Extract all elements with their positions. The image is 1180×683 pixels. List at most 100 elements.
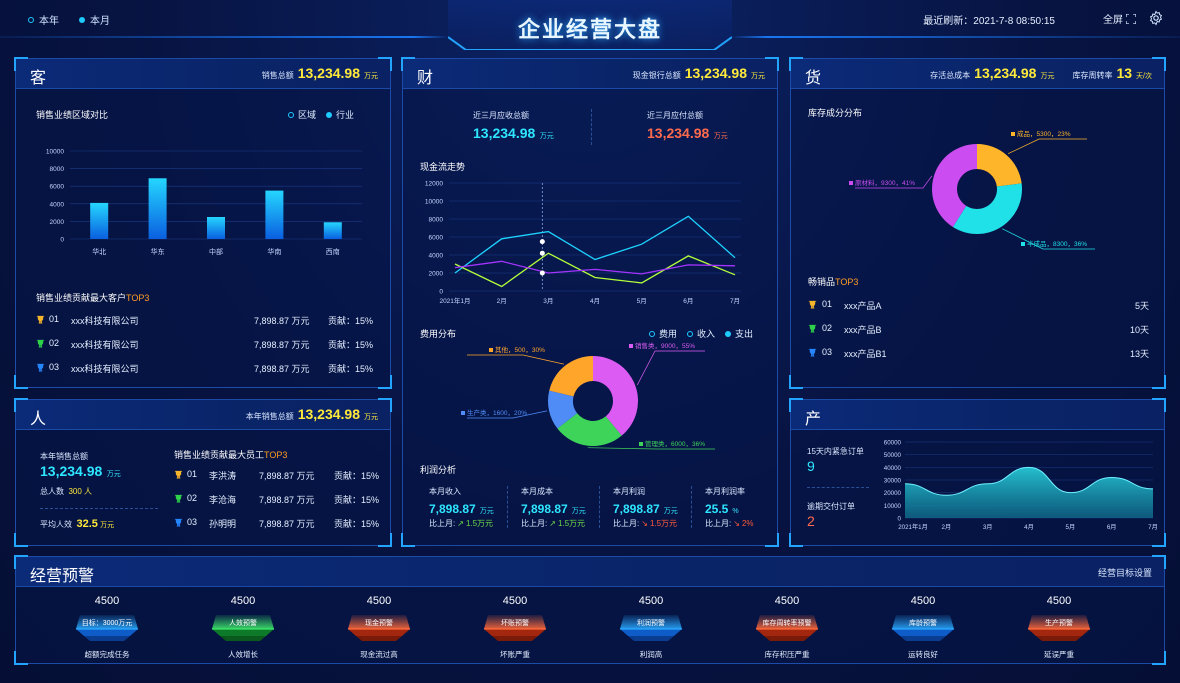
alert-card[interactable]: 4500 人效预警 人效增长 — [198, 595, 288, 660]
refresh-time: 最近刷新：2021-7-8 08:50:15 — [923, 16, 1055, 27]
stat-unit: % — [732, 508, 739, 515]
alert-card[interactable]: 4500 目标：3000万元 超额完成任务 — [62, 595, 152, 660]
legend-swatch — [461, 411, 465, 415]
x-tick-label: 4月 — [1024, 524, 1034, 531]
radio-selected-icon — [79, 16, 85, 23]
compare-delta: 1.5万元 — [557, 519, 586, 528]
legend-expense[interactable]: 费用 — [649, 327, 677, 340]
total-unit: 万元 — [364, 414, 378, 421]
goods-panel: 货 存活总成本 13,234.98 万元 库存周转率 13 天/次 库存成分分布 成品，… — [789, 57, 1166, 389]
cell-share: 贡献：15% — [334, 471, 380, 481]
cell-amount: 7,898.87 万元 — [259, 495, 315, 505]
pedestal-graphic — [76, 615, 138, 641]
legend-swatch — [1021, 242, 1025, 246]
legend-outgo[interactable]: 支出 — [725, 327, 753, 340]
tick-label: 2000 — [50, 219, 65, 226]
x-tick-label: 6月 — [1107, 524, 1117, 531]
x-tick-label: 2021年1月 — [439, 296, 470, 305]
production-panel: 产 15天内紧急订单 9 逾期交付订单 2 0 10000 20000 30000 40… — [789, 398, 1166, 547]
alert-card[interactable]: 4500 坏账预警 坏账严重 — [470, 595, 560, 660]
slice-label: 管理类，6000，36% — [645, 439, 705, 448]
alert-pedestal: 生产预警 — [1024, 609, 1094, 643]
stat-number: 7,898.87 — [521, 502, 568, 516]
category-label: 华南 — [267, 247, 281, 256]
tick-label: 12000 — [425, 181, 443, 188]
cell-rank: 03 — [187, 517, 198, 527]
x-tick-label: 2月 — [942, 524, 952, 531]
stat-compare: 比上月: ↘ 2% — [705, 518, 754, 529]
alert-pedestal: 人效预警 — [208, 609, 278, 643]
donut-slice — [977, 144, 1022, 187]
alert-pedestal: 库龄预警 — [888, 609, 958, 643]
alert-card[interactable]: 4500 库存周转率预警 库存积压严重 — [742, 595, 832, 660]
tick-label: 2000 — [429, 271, 444, 278]
profit-stat: 本月成本 7,898.87 万元 比上月: ↗ 1.5万元 — [507, 486, 603, 541]
stock-label: 存活总成本 — [930, 71, 971, 80]
alert-number: 4500 — [502, 595, 528, 607]
stat-label: 本月利润率 — [705, 487, 745, 496]
alert-card[interactable]: 4500 现金预警 现金流过高 — [334, 595, 424, 660]
fullscreen-button[interactable]: 全屏 — [1103, 11, 1136, 26]
sales-label: 本年销售总额 — [40, 452, 88, 461]
urgent-value: 9 — [807, 458, 815, 474]
overdue-value: 2 — [807, 513, 815, 529]
leader-line — [467, 354, 564, 365]
donut-slice — [548, 390, 578, 429]
total-label: 本年销售总额 — [245, 412, 294, 421]
series-line — [454, 215, 736, 274]
tab-this-month[interactable]: 本月 — [79, 12, 110, 27]
pedestal-graphic — [892, 615, 954, 641]
alert-card[interactable]: 4500 利润预警 利润高 — [606, 595, 696, 660]
x-tick-label: 7月 — [1148, 524, 1158, 531]
alert-number: 4500 — [910, 595, 936, 607]
compare-label: 比上月: — [429, 519, 456, 528]
panel-header: 财 现金银行总额 13,234.98 万元 — [403, 59, 777, 89]
list-item: 03 孙明明 7,898.87 万元 贡献：15% — [166, 517, 392, 531]
stat-unit: 万元 — [663, 508, 678, 515]
cell-share: 贡献：15% — [334, 519, 380, 529]
urgent-label: 15天内紧急订单 — [807, 447, 864, 456]
legend-region[interactable]: 区域 — [288, 108, 316, 121]
tick-label: 10000 — [46, 149, 64, 156]
stat-compare: 比上月: ↗ 1.5万元 — [429, 518, 493, 529]
trophy-icon — [36, 315, 45, 326]
stat-compare: 比上月: ↘ 1.5万元 — [613, 518, 677, 529]
range-tabs: 本年 本月 — [28, 12, 110, 27]
stat-number: 7,898.87 — [613, 502, 660, 516]
panel-header: 人 本年销售总额 13,234.98 万元 — [16, 400, 390, 430]
x-tick-label: 5月 — [1066, 524, 1076, 531]
category-label: 华北 — [92, 247, 106, 256]
alert-card[interactable]: 4500 生产预警 延误严重 — [1014, 595, 1104, 660]
legend-industry[interactable]: 行业 — [326, 108, 354, 121]
divider — [40, 508, 158, 509]
target-settings-link[interactable]: 经营目标设置 — [1097, 568, 1152, 578]
panel-title: 客 — [30, 70, 47, 87]
divider — [807, 487, 869, 488]
area-fill — [905, 467, 1153, 518]
stat-label: 本月成本 — [521, 487, 553, 496]
alert-caption: 现金流过高 — [360, 650, 398, 659]
tab-label: 本月 — [90, 16, 110, 27]
panel-header: 经营预警 经营目标设置 — [16, 557, 1164, 587]
cell-name: xxx产品A — [844, 301, 882, 311]
cell-amount: 7,898.87 万元 — [259, 471, 315, 481]
top-staff-title: 销售业绩贡献最大员工TOP3 — [174, 450, 288, 460]
alert-card[interactable]: 4500 库龄预警 运转良好 — [878, 595, 968, 660]
stat-number: 25.5 — [705, 502, 729, 516]
area-line — [904, 466, 1154, 496]
efficiency: 平均人效 32.5 万元 — [40, 518, 115, 530]
best-sellers-title: 畅销品TOP3 — [808, 277, 859, 287]
cell-rank: 01 — [822, 299, 833, 309]
tick-label: 4000 — [429, 253, 444, 260]
tick-label: 0 — [898, 516, 902, 523]
tick-label: 10000 — [425, 199, 443, 206]
gear-icon[interactable] — [1148, 10, 1164, 26]
tab-this-year[interactable]: 本年 — [28, 12, 59, 27]
alert-number: 4500 — [774, 595, 800, 607]
tick-label: 60000 — [884, 440, 902, 447]
total-label: 销售总额 — [261, 71, 294, 80]
trophy-icon — [808, 324, 817, 335]
legend-income[interactable]: 收入 — [687, 327, 715, 340]
total-label: 现金银行总额 — [632, 71, 681, 80]
total-value: 13,234.98 — [684, 65, 747, 81]
